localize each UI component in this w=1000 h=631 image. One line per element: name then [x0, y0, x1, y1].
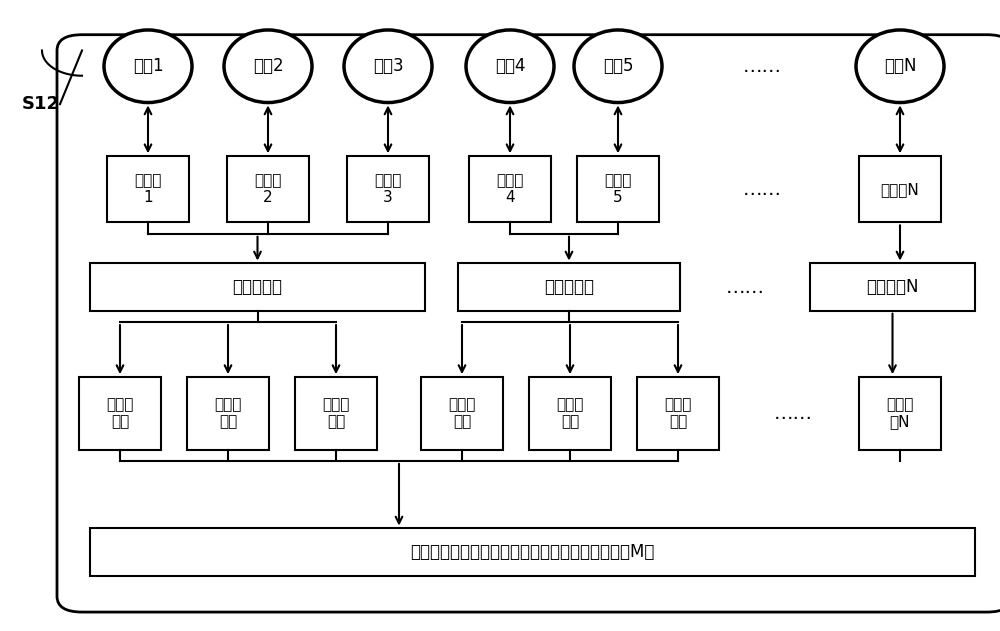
FancyBboxPatch shape — [347, 156, 429, 223]
Text: 传感器
2: 传感器 2 — [254, 173, 282, 206]
Text: 部位1: 部位1 — [133, 57, 163, 75]
Text: 部位N: 部位N — [884, 57, 916, 75]
FancyBboxPatch shape — [577, 156, 659, 223]
Text: 部位5: 部位5 — [603, 57, 633, 75]
FancyBboxPatch shape — [859, 377, 941, 449]
FancyBboxPatch shape — [57, 35, 1000, 612]
Text: 部位4: 部位4 — [495, 57, 525, 75]
FancyBboxPatch shape — [187, 377, 269, 449]
Ellipse shape — [574, 30, 662, 102]
Text: 读取采集到的参数分値，手动输入到某一监测设备M中: 读取采集到的参数分値，手动输入到某一监测设备M中 — [410, 543, 655, 561]
Text: ……: …… — [742, 57, 782, 76]
FancyBboxPatch shape — [810, 264, 975, 310]
Ellipse shape — [104, 30, 192, 102]
Text: 参数分
値３: 参数分 値３ — [322, 397, 350, 430]
Ellipse shape — [344, 30, 432, 102]
Text: 监测设备２: 监测设备２ — [544, 278, 594, 296]
FancyBboxPatch shape — [90, 529, 975, 575]
FancyBboxPatch shape — [421, 377, 503, 449]
FancyBboxPatch shape — [859, 156, 941, 223]
Ellipse shape — [466, 30, 554, 102]
Text: 参数分
値５: 参数分 値５ — [556, 397, 584, 430]
FancyBboxPatch shape — [637, 377, 719, 449]
Text: 参数分
値１: 参数分 値１ — [106, 397, 134, 430]
Text: ……: …… — [774, 404, 812, 423]
FancyBboxPatch shape — [107, 156, 189, 223]
FancyBboxPatch shape — [79, 377, 161, 449]
Ellipse shape — [856, 30, 944, 102]
Text: 参数分
値４: 参数分 値４ — [448, 397, 476, 430]
Text: 传感器
4: 传感器 4 — [496, 173, 524, 206]
Text: S12: S12 — [22, 95, 60, 113]
Text: ……: …… — [726, 278, 765, 297]
Text: 传感器
3: 传感器 3 — [374, 173, 402, 206]
Text: 传感器
5: 传感器 5 — [604, 173, 632, 206]
FancyBboxPatch shape — [295, 377, 377, 449]
Text: 传感器N: 传感器N — [881, 182, 919, 197]
Text: 参数分
値２: 参数分 値２ — [214, 397, 242, 430]
Ellipse shape — [224, 30, 312, 102]
Text: 监测设备１: 监测设备１ — [232, 278, 283, 296]
Text: 参数分
値N: 参数分 値N — [886, 397, 914, 430]
Text: 监测设备N: 监测设备N — [866, 278, 919, 296]
FancyBboxPatch shape — [458, 264, 680, 310]
Text: ……: …… — [742, 180, 782, 199]
Text: 部位3: 部位3 — [373, 57, 403, 75]
FancyBboxPatch shape — [529, 377, 611, 449]
Text: 传感器
1: 传感器 1 — [134, 173, 162, 206]
FancyBboxPatch shape — [227, 156, 309, 223]
FancyBboxPatch shape — [469, 156, 551, 223]
Text: 部位2: 部位2 — [253, 57, 283, 75]
FancyBboxPatch shape — [90, 264, 425, 310]
Text: 参数分
値６: 参数分 値６ — [664, 397, 692, 430]
